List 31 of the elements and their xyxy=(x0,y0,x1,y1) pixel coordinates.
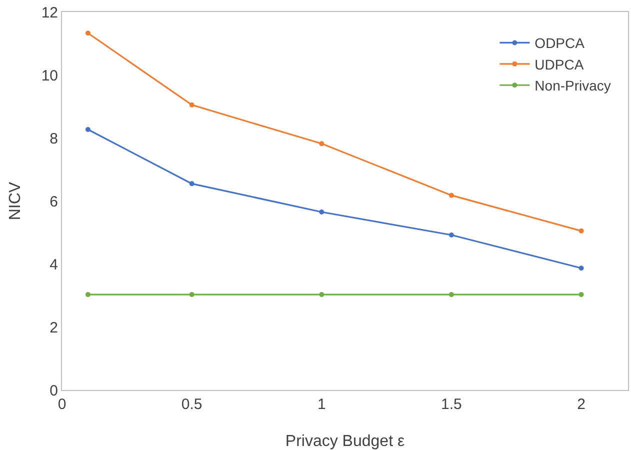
y-tick-label: 4 xyxy=(50,256,58,274)
y-axis-title: NICV xyxy=(7,182,24,220)
point xyxy=(319,210,324,215)
y-tick-label: 2 xyxy=(50,319,58,336)
legend-label: ODPCA xyxy=(534,35,586,52)
point xyxy=(85,127,90,132)
point xyxy=(578,228,584,234)
point xyxy=(448,232,454,238)
y-tick-label: 8 xyxy=(50,130,58,148)
legend-label: Non-Privacy xyxy=(534,78,611,94)
x-tick-label: 1 xyxy=(317,396,326,413)
y-tick-label: 12 xyxy=(41,4,58,22)
point xyxy=(85,30,90,36)
point xyxy=(578,292,584,298)
point xyxy=(189,102,194,108)
y-tick-label: 10 xyxy=(41,67,58,84)
point xyxy=(85,292,90,298)
x-tick-label: 0.5 xyxy=(181,396,202,413)
point xyxy=(319,292,324,298)
y-tick-label: 6 xyxy=(50,193,58,210)
point xyxy=(448,192,454,198)
legend-label: UDPCA xyxy=(534,56,584,72)
point xyxy=(578,266,584,271)
x-axis-title: Privacy Budget ε xyxy=(285,433,405,450)
x-tick-label: 2 xyxy=(577,396,586,413)
point xyxy=(189,181,194,186)
y-tick-label: 0 xyxy=(50,382,58,400)
x-tick-label: 1.5 xyxy=(441,396,462,413)
point xyxy=(189,292,194,298)
point xyxy=(448,292,454,298)
point xyxy=(319,141,324,146)
